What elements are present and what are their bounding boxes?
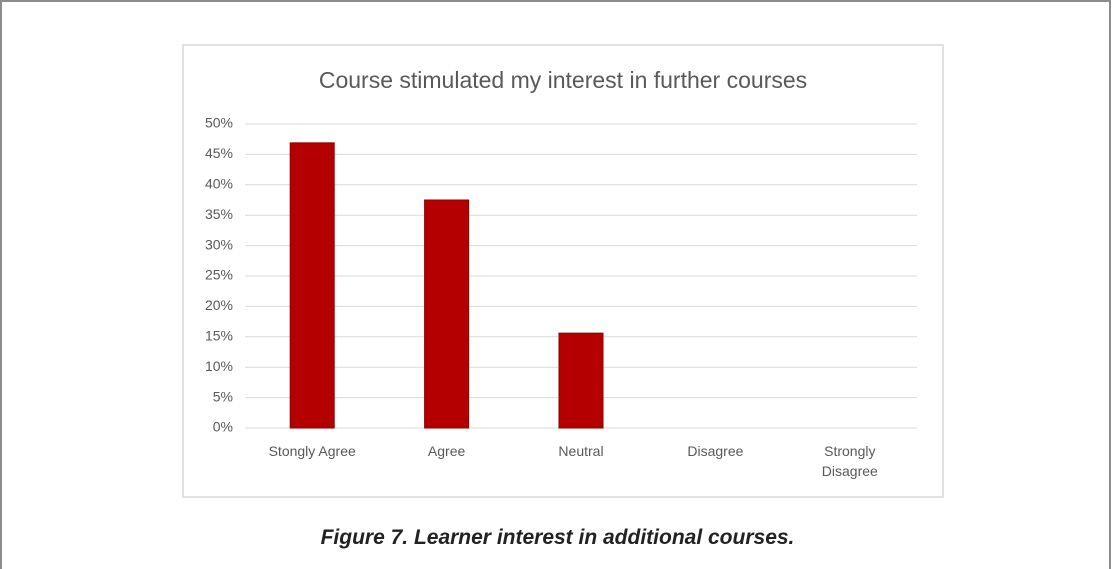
y-tick-label: 35% xyxy=(205,206,233,222)
bar xyxy=(424,199,470,429)
x-tick-label: Neutral xyxy=(558,443,604,459)
y-tick-label: 15% xyxy=(205,328,233,344)
x-tick-label: Agree xyxy=(427,443,466,459)
y-tick-label: 5% xyxy=(213,388,233,404)
y-tick-label: 20% xyxy=(205,297,233,313)
figure-caption: Figure 7. Learner interest in additional… xyxy=(320,526,795,549)
x-tick-label: Strongly Disagree xyxy=(821,443,878,479)
y-tick-label: 25% xyxy=(205,267,233,283)
y-tick-label: 50% xyxy=(205,115,233,131)
x-tick-label: Disagree xyxy=(687,443,744,459)
y-tick-label: 45% xyxy=(205,145,233,161)
y-tick-label: 30% xyxy=(205,236,233,252)
bar xyxy=(289,142,335,429)
chart-title: Course stimulated my interest in further… xyxy=(319,67,807,93)
y-tick-label: 40% xyxy=(205,176,233,192)
y-tick-label: 10% xyxy=(205,358,233,374)
y-tick-label: 0% xyxy=(213,419,233,435)
x-tick-label: Stongly Agree xyxy=(268,443,356,459)
bar xyxy=(558,332,604,429)
